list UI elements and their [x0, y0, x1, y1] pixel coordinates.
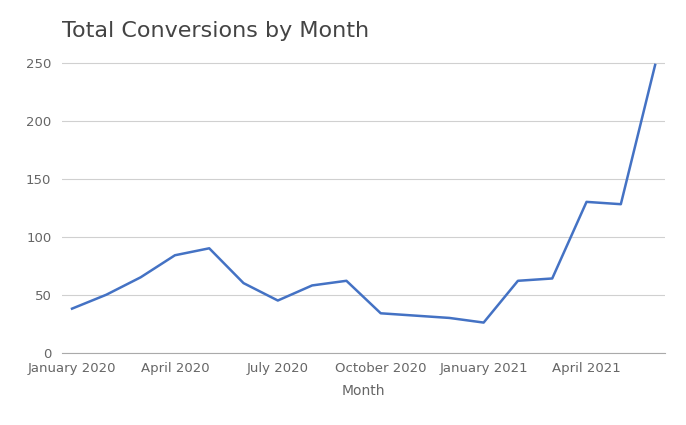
X-axis label: Month: Month — [342, 384, 386, 398]
Text: Total Conversions by Month: Total Conversions by Month — [62, 21, 369, 41]
